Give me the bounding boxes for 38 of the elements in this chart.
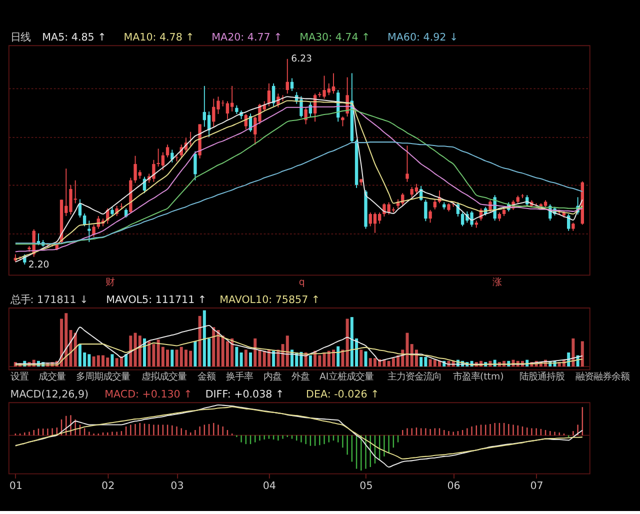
x-tick-label: 03 xyxy=(170,480,184,492)
x-tick-label: 05 xyxy=(360,480,373,492)
text: 换手率 xyxy=(226,372,253,383)
x-tick-label: 02 xyxy=(102,480,115,492)
text: 多周期成交量 xyxy=(76,372,130,383)
text: MAVOL10: 75857 ↑ xyxy=(220,294,320,306)
text: 陆股通持股 xyxy=(519,372,564,383)
text: q xyxy=(298,277,305,288)
x-tick-label: 07 xyxy=(530,480,544,492)
chart-title: MACD(12,26,9) xyxy=(10,388,89,400)
annotation: 2.20 xyxy=(28,259,50,270)
text: 主力资金流向 xyxy=(387,372,442,383)
series-label: MAVOL5: 111711 ↑ xyxy=(106,294,207,306)
text: MA10: 4.78 ↑ xyxy=(124,31,194,44)
text: 设置 xyxy=(10,372,28,383)
text: 财 xyxy=(105,277,114,288)
text: 涨 xyxy=(492,277,502,288)
text: 市盈率(ttm) xyxy=(452,372,504,383)
series-label: DIFF: +0.038 ↑ xyxy=(205,388,284,400)
text: MA60: 4.92 ↓ xyxy=(388,31,458,44)
x-tick-label: 04 xyxy=(262,480,276,492)
text: 内盘 xyxy=(263,372,282,383)
text: 外盘 xyxy=(291,372,310,383)
chart-title: 总手: 171811 ↓ xyxy=(9,294,88,306)
annotation: 6.23 xyxy=(291,54,312,65)
text: MA20: 4.77 ↑ xyxy=(212,31,282,44)
text: MACD: +0.130 ↑ xyxy=(104,388,192,400)
text: 虚拟成交量 xyxy=(141,372,186,383)
text: 融资融券余额 xyxy=(576,372,630,383)
x-tick-label: 06 xyxy=(447,480,460,492)
text: AI立桩成交量 xyxy=(320,372,374,383)
text: 金额 xyxy=(198,372,216,383)
text: MA30: 4.74 ↑ xyxy=(300,31,370,44)
text: MA5: 4.85 ↑ xyxy=(42,31,106,44)
text: 成交量 xyxy=(38,372,66,383)
chart-title: 日线 xyxy=(10,31,30,44)
x-tick-label: 01 xyxy=(9,480,22,492)
series-label: DEA: -0.026 ↑ xyxy=(306,388,380,400)
